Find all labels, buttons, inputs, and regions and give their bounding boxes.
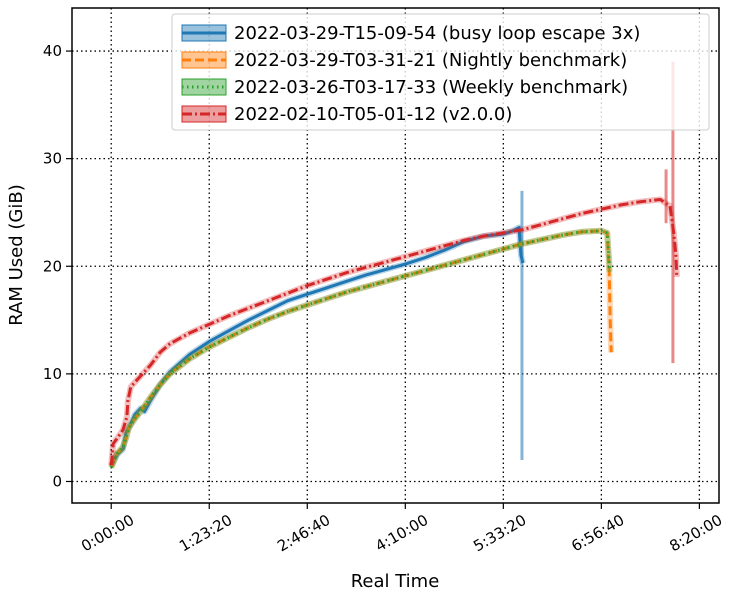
y-tick-label: 40 — [43, 42, 62, 60]
series-4-confidence-band — [108, 196, 680, 466]
y-tick-label: 30 — [43, 150, 62, 168]
y-tick-label: 20 — [43, 257, 62, 275]
legend-label: 2022-03-29-T15-09-54 (busy loop escape 3… — [234, 23, 640, 44]
y-tick-label: 10 — [43, 365, 62, 383]
legend: 2022-03-29-T15-09-54 (busy loop escape 3… — [171, 13, 710, 131]
plot-frame — [71, 7, 720, 504]
legend-label: 2022-03-26-T03-17-33 (Weekly benchmark) — [234, 77, 628, 98]
y-tick-label: 0 — [52, 472, 62, 490]
y-axis-label: RAM Used (GiB) — [6, 184, 27, 325]
x-axis-label: Real Time — [351, 571, 440, 592]
legend-swatch-band — [181, 78, 227, 96]
series-lines — [108, 196, 680, 469]
series-2-line — [109, 229, 613, 469]
series-3-line — [109, 229, 612, 469]
legend-label: 2022-02-10-T05-01-12 (v2.0.0) — [234, 104, 512, 125]
legend-box — [171, 13, 710, 131]
legend-label: 2022-03-29-T03-31-21 (Nightly benchmark) — [234, 50, 627, 71]
